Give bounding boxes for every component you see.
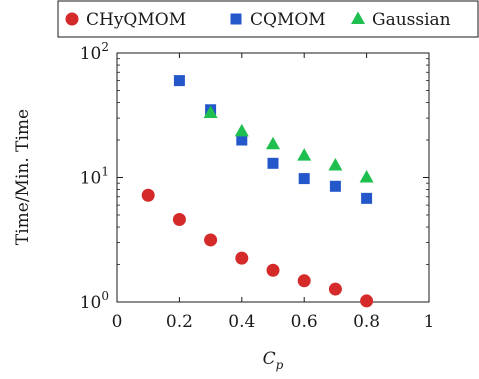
series-gaussian	[203, 105, 374, 183]
data-point-gaussian	[297, 148, 312, 161]
x-tick-label: 0	[112, 312, 123, 332]
data-point-chyqmom	[297, 274, 311, 288]
legend-label-gaussian: Gaussian	[372, 10, 451, 30]
data-marks	[141, 75, 374, 308]
data-point-chyqmom	[172, 212, 186, 226]
data-point-chyqmom	[204, 233, 218, 247]
legend-item-chyqmom: CHyQMOM	[65, 10, 186, 30]
legend-item-cqmom: CQMOM	[230, 10, 326, 30]
data-point-cqmom	[298, 173, 310, 185]
series-chyqmom	[141, 188, 374, 308]
x-axis-label-main: C	[263, 349, 276, 369]
data-point-cqmom	[361, 192, 373, 204]
x-axis-label: Cp	[263, 349, 284, 372]
legend-marker-gaussian	[351, 11, 365, 25]
legend-frame	[57, 0, 479, 38]
legend-label-cqmom: CQMOM	[250, 10, 326, 30]
tick-labels: 0 0.2 0.4 0.6 0.8 1 100 101 102	[80, 40, 435, 332]
y-tick-label: 102	[80, 40, 109, 64]
x-tick-label: 0.2	[166, 312, 193, 332]
y-tick-label: 100	[80, 289, 109, 313]
data-point-gaussian	[359, 170, 374, 183]
data-point-cqmom	[236, 134, 248, 146]
axis-ticks	[116, 52, 430, 303]
data-point-chyqmom	[328, 282, 342, 296]
x-tick-label: 1	[424, 312, 435, 332]
legend-label-chyqmom: CHyQMOM	[86, 10, 186, 30]
legend-marker-chyqmom	[65, 12, 79, 26]
data-point-chyqmom	[235, 251, 249, 265]
data-point-chyqmom	[266, 263, 280, 277]
x-tick-label: 0.6	[291, 312, 318, 332]
x-axis-label-sub: p	[276, 358, 284, 372]
data-point-gaussian	[328, 157, 343, 171]
data-point-gaussian	[266, 136, 280, 150]
data-point-gaussian	[203, 105, 218, 118]
legend-item-gaussian: Gaussian	[351, 10, 451, 30]
y-axis-label: Time/Min. Time	[13, 109, 33, 245]
y-tick-label: 101	[80, 165, 109, 189]
x-tick-label: 0.8	[353, 312, 380, 332]
legend-marker-cqmom	[230, 13, 242, 25]
data-point-chyqmom	[141, 188, 155, 202]
data-point-gaussian	[234, 123, 249, 137]
x-tick-label: 0.4	[228, 312, 255, 332]
data-point-cqmom	[267, 157, 279, 169]
data-point-cqmom	[173, 75, 185, 87]
legend: CHyQMOM CQMOM Gaussian	[57, 0, 479, 38]
data-point-cqmom	[329, 180, 341, 192]
data-point-chyqmom	[360, 294, 374, 308]
